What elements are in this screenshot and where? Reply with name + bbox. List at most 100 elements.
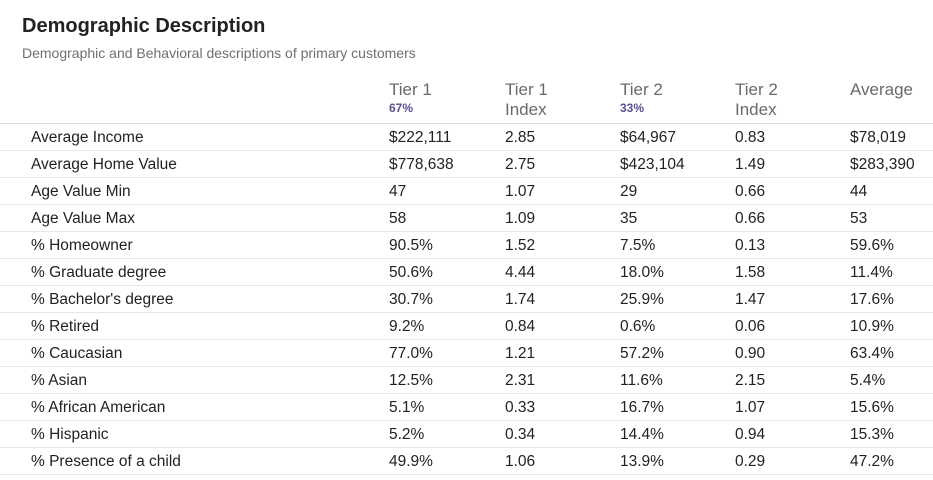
demographic-table: Tier 1 67% Tier 1 Index Tier 2 33% Tier 2 Ind… <box>0 78 933 475</box>
row-label: % Homeowner <box>31 237 133 254</box>
table-cell: 57.2% <box>620 345 664 362</box>
table-cell: 0.06 <box>735 318 766 335</box>
table-row: Average Income $222,111 2.85 $64,967 0.83 $78… <box>0 124 933 151</box>
table-cell: 0.84 <box>505 318 536 335</box>
table-cell: 1.07 <box>735 399 766 416</box>
table-cell: $423,104 <box>620 156 685 173</box>
table-cell: 47 <box>389 183 407 200</box>
table-cell: 29 <box>620 183 638 200</box>
table-row: % Graduate degree 50.6% 4.44 18.0% 1.58 11.4% <box>0 259 933 286</box>
table-cell: 1.07 <box>505 183 536 200</box>
table-cell: 16.7% <box>620 399 664 416</box>
page-title: Demographic Description <box>22 15 266 37</box>
table-cell: 53 <box>850 210 868 227</box>
row-label: % Presence of a child <box>31 453 181 470</box>
table-cell: 0.6% <box>620 318 656 335</box>
table-cell: $222,111 <box>389 129 452 146</box>
table-cell: 9.2% <box>389 318 425 335</box>
table-cell: 2.85 <box>505 129 536 146</box>
table-cell: 0.66 <box>735 210 766 227</box>
column-header: Tier 2 Index <box>735 80 778 120</box>
tier-share-percent: 33% <box>620 101 645 115</box>
table-cell: 30.7% <box>389 291 433 308</box>
table-cell: 0.94 <box>735 426 766 443</box>
table-cell: 17.6% <box>850 291 894 308</box>
table-row: % Asian 12.5% 2.31 11.6% 2.15 5.4% <box>0 367 933 394</box>
column-header: Tier 2 33% <box>620 80 663 115</box>
table-cell: 15.6% <box>850 399 894 416</box>
table-cell: 12.5% <box>389 372 433 389</box>
table-cell: 10.9% <box>850 318 894 335</box>
table-cell: 0.34 <box>505 426 536 443</box>
table-cell: 0.13 <box>735 237 766 254</box>
table-cell: 2.75 <box>505 156 536 173</box>
table-cell: 1.49 <box>735 156 766 173</box>
row-label: % African American <box>31 399 166 416</box>
column-header: Tier 1 67% <box>389 80 432 115</box>
table-cell: 1.21 <box>505 345 536 362</box>
table-cell: $283,390 <box>850 156 915 173</box>
table-body: Average Income $222,111 2.85 $64,967 0.83 $78… <box>0 124 933 475</box>
table-header-row: Tier 1 67% Tier 1 Index Tier 2 33% Tier 2 Ind… <box>0 78 933 124</box>
column-header-label: Tier 2 Index <box>735 80 778 119</box>
table-row: % African American 5.1% 0.33 16.7% 1.07 15.6% <box>0 394 933 421</box>
table-cell: 4.44 <box>505 264 536 281</box>
table-cell: 77.0% <box>389 345 433 362</box>
table-row: Age Value Min 47 1.07 29 0.66 44 <box>0 178 933 205</box>
table-cell: 1.52 <box>505 237 536 254</box>
table-cell: 0.90 <box>735 345 766 362</box>
table-cell: 0.83 <box>735 129 766 146</box>
row-label: Average Income <box>31 129 144 146</box>
table-cell: 2.15 <box>735 372 766 389</box>
table-cell: 47.2% <box>850 453 894 470</box>
table-row: % Retired 9.2% 0.84 0.6% 0.06 10.9% <box>0 313 933 340</box>
row-label: % Caucasian <box>31 345 123 362</box>
table-cell: 11.4% <box>850 264 893 281</box>
column-header-label: Tier 1 Index <box>505 80 548 119</box>
table-cell: 44 <box>850 183 868 200</box>
table-cell: 5.4% <box>850 372 886 389</box>
row-label: % Bachelor's degree <box>31 291 174 308</box>
table-cell: 0.33 <box>505 399 536 416</box>
table-cell: 58 <box>389 210 407 227</box>
table-cell: $778,638 <box>389 156 454 173</box>
table-cell: 0.29 <box>735 453 766 470</box>
column-header-label: Tier 2 <box>620 80 663 99</box>
table-cell: 1.74 <box>505 291 536 308</box>
table-cell: 7.5% <box>620 237 656 254</box>
table-cell: 90.5% <box>389 237 433 254</box>
table-cell: 63.4% <box>850 345 894 362</box>
table-row: % Presence of a child 49.9% 1.06 13.9% 0.29 4… <box>0 448 933 475</box>
row-label: % Graduate degree <box>31 264 167 281</box>
table-cell: $64,967 <box>620 129 677 146</box>
table-row: % Caucasian 77.0% 1.21 57.2% 0.90 63.4% <box>0 340 933 367</box>
table-row: % Homeowner 90.5% 1.52 7.5% 0.13 59.6% <box>0 232 933 259</box>
row-label: Average Home Value <box>31 156 177 173</box>
table-row: Average Home Value $778,638 2.75 $423,104 1.… <box>0 151 933 178</box>
column-header: Tier 1 Index <box>505 80 548 120</box>
table-cell: 1.09 <box>505 210 536 227</box>
table-cell: 0.66 <box>735 183 766 200</box>
column-header: Average <box>850 80 913 100</box>
column-header-label: Average <box>850 80 914 99</box>
table-cell: $78,019 <box>850 129 907 146</box>
table-cell: 15.3% <box>850 426 894 443</box>
table-cell: 49.9% <box>389 453 433 470</box>
row-label: Age Value Min <box>31 183 131 200</box>
table-cell: 25.9% <box>620 291 664 308</box>
table-cell: 35 <box>620 210 638 227</box>
table-cell: 1.06 <box>505 453 536 470</box>
table-cell: 14.4% <box>620 426 664 443</box>
table-cell: 2.31 <box>505 372 536 389</box>
table-cell: 59.6% <box>850 237 894 254</box>
table-cell: 5.2% <box>389 426 425 443</box>
table-cell: 11.6% <box>620 372 663 389</box>
table-row: % Bachelor's degree 30.7% 1.74 25.9% 1.47 17.… <box>0 286 933 313</box>
page-subtitle: Demographic and Behavioral descriptions … <box>22 45 416 61</box>
table-cell: 1.58 <box>735 264 766 281</box>
table-cell: 50.6% <box>389 264 433 281</box>
table-cell: 1.47 <box>735 291 766 308</box>
row-label: % Retired <box>31 318 100 335</box>
row-label: % Hispanic <box>31 426 109 443</box>
tier-share-percent: 67% <box>389 101 414 115</box>
